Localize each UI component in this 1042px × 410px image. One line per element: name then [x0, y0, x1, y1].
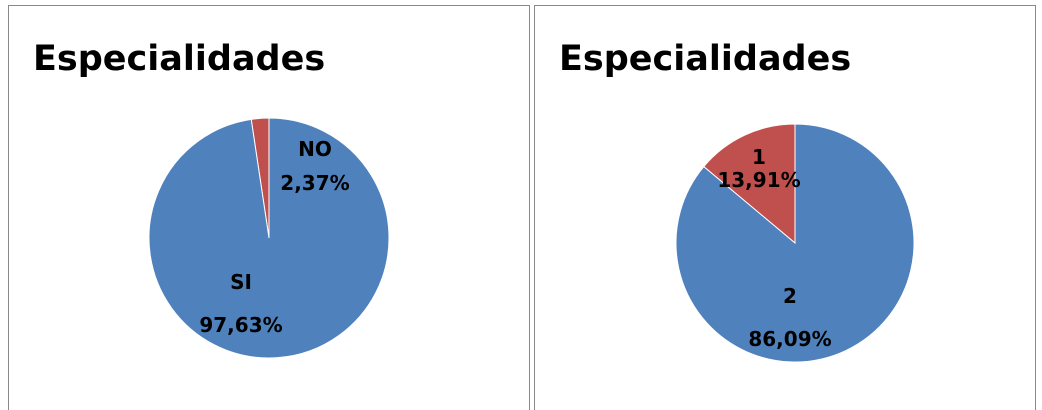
slice-label-si-category: SI [230, 270, 252, 294]
pie-chart-2: 1 13,91% 2 86,09% [675, 123, 915, 363]
pie-slice-2 [675, 123, 915, 363]
chart-title-1: Especialidades [33, 39, 326, 79]
slice-label-2-percent: 86,09% [748, 327, 831, 351]
chart-title-2: Especialidades [559, 39, 852, 79]
chart-panel-2: Especialidades 1 13,91% 2 86,09% [534, 5, 1036, 410]
slice-label-si-percent: 97,63% [199, 313, 282, 337]
chart-panel-1: Especialidades NO 2,37% SI 97,63% [8, 5, 530, 410]
pie-slice-1 [703, 123, 796, 245]
pie-chart-1: NO 2,37% SI 97,63% [148, 117, 390, 359]
slice-label-no-percent: 2,37% [280, 171, 349, 195]
pie-slice-si [148, 117, 390, 359]
slice-label-1-percent: 13,91% [717, 168, 800, 192]
slice-label-no-category: NO [298, 137, 332, 161]
slice-label-2-category: 2 [783, 284, 797, 308]
slice-label-1-category: 1 [752, 145, 766, 169]
